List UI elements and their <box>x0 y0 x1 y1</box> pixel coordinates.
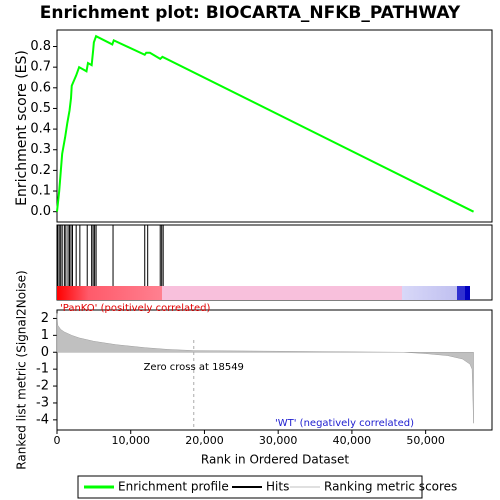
x-tick-label: 30,000 <box>259 434 298 447</box>
y-tick-label: 0.5 <box>30 101 51 116</box>
enrichment-line <box>56 34 475 213</box>
rank-band-pos <box>57 286 162 300</box>
x-axis-label: Rank in Ordered Dataset <box>201 453 349 467</box>
legend-label: Ranking metric scores <box>324 480 457 494</box>
plot: 0.0 0.1 0.2 0.3 0.4 0.5 0.6 0.7 0.8 2 1 0 -1 -2-3 -4 0 1… <box>30 34 475 494</box>
y-tick-label: 0.8 <box>30 39 51 54</box>
y-axis-label: Ranked list metric (Signal2Noise) <box>15 270 29 469</box>
negative-label: 'WT' (negatively correlated) <box>275 418 414 429</box>
rank-band-end <box>457 286 465 300</box>
x-tick-label: 40,000 <box>333 434 372 447</box>
chart-title: Enrichment plot: BIOCARTA_NFKB_PATHWAY <box>40 3 461 23</box>
y-tick-label: -3 <box>36 395 49 410</box>
y-tick-label: 0.0 <box>30 204 51 219</box>
zero-cross-label: Zero cross at 18549 <box>144 362 244 373</box>
legend-label: Enrichment profile <box>118 480 229 494</box>
y-tick-label: 0.7 <box>30 60 51 75</box>
positive-label: 'PanKO' (positively correlated) <box>60 303 211 314</box>
metric-panel <box>56 309 493 431</box>
rank-band-end <box>465 286 470 300</box>
y-axis-label: Enrichment score (ES) <box>14 50 30 206</box>
y-tick-label: -2 <box>36 379 49 394</box>
y-tick-label: 0.4 <box>30 122 51 137</box>
x-tick-label: 20,000 <box>185 434 224 447</box>
y-tick-label: -4 <box>36 412 49 427</box>
y-tick-label: 1 <box>41 328 49 343</box>
y-tick-label: 0 <box>41 345 49 360</box>
legend-label: Hits <box>266 480 289 494</box>
y-tick-label: 0.3 <box>30 142 51 157</box>
metric-area <box>56 313 474 424</box>
x-tick-label: 10,000 <box>111 434 150 447</box>
rank-band-mid <box>162 286 402 300</box>
x-tick-label: 0 <box>54 434 61 447</box>
y-tick-label: 2 <box>41 311 49 326</box>
x-tick-label: 50,000 <box>406 434 445 447</box>
y-tick-label: 0.6 <box>30 80 51 95</box>
y-tick-label: 0.2 <box>30 163 51 178</box>
rank-band-neg <box>402 286 457 300</box>
y-tick-label: -1 <box>36 362 49 377</box>
y-tick-label: 0.1 <box>30 184 51 199</box>
es-panel <box>56 29 493 223</box>
